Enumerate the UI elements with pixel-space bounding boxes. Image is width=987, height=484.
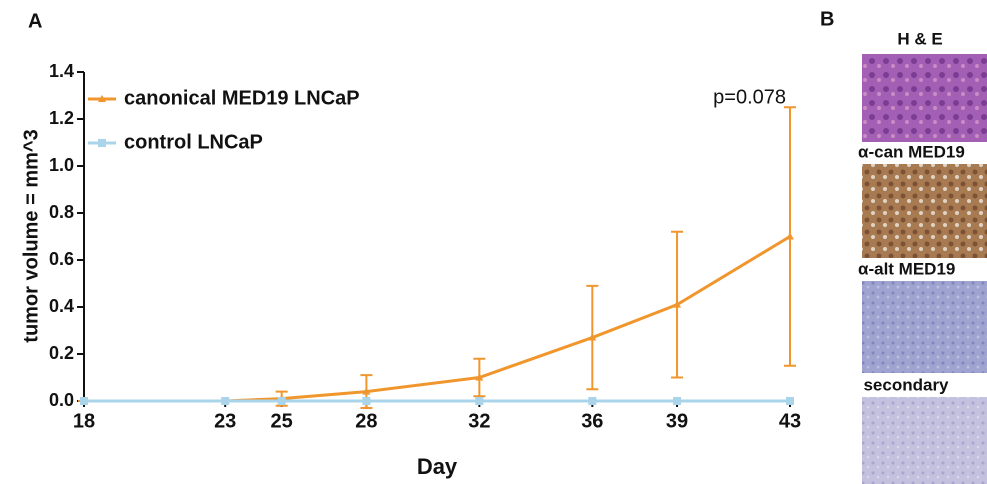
series-line: [84, 237, 790, 402]
image-label: α-can MED19: [858, 142, 965, 161]
image: [862, 54, 987, 142]
y-tick-label: 1.4: [49, 61, 74, 81]
marker: [80, 397, 88, 405]
panel-b: H & E α-can MED19 α-alt MED19 secondary: [858, 29, 987, 484]
y-tick-label: 1.2: [49, 108, 74, 128]
x-tick-label: 28: [355, 410, 377, 432]
figure: A B tumor volume = mm^3 Day p=0.078 H & …: [0, 0, 987, 484]
marker: [221, 397, 229, 405]
x-tick-label: 32: [468, 410, 490, 432]
x-axis-label: Day: [417, 454, 458, 479]
y-tick-label: 1.0: [49, 155, 74, 175]
marker: [278, 397, 286, 405]
x-tick-label: 18: [73, 410, 95, 432]
y-axis-label: tumor volume = mm^3: [20, 129, 42, 342]
panel-label: A: [28, 10, 42, 32]
y-tick-label: 0.8: [49, 202, 74, 222]
legend-label: canonical MED19 LNCaP: [124, 87, 360, 109]
x-tick-label: 43: [779, 410, 801, 432]
image: [862, 281, 987, 373]
x-tick-label: 23: [214, 410, 236, 432]
marker: [673, 397, 681, 405]
image: [862, 164, 987, 258]
image-label: α-alt MED19: [858, 259, 955, 278]
image: [862, 397, 987, 484]
marker: [362, 397, 370, 405]
x-tick-label: 39: [666, 410, 688, 432]
image-label: H & E: [897, 29, 942, 48]
marker: [475, 397, 483, 405]
marker: [588, 397, 596, 405]
legend-label: control LNCaP: [124, 131, 263, 153]
x-tick-label: 25: [271, 410, 293, 432]
marker: [786, 233, 794, 240]
y-tick-label: 0.0: [49, 390, 74, 410]
marker: [786, 397, 794, 405]
y-tick-label: 0.6: [49, 249, 74, 269]
image-label: secondary: [863, 375, 949, 394]
panel-label: B: [820, 8, 834, 30]
annotation: p=0.078: [713, 86, 786, 108]
x-tick-label: 36: [581, 410, 603, 432]
y-tick-label: 0.4: [49, 296, 74, 316]
y-tick-label: 0.2: [49, 343, 74, 363]
legend-marker: [98, 139, 106, 147]
